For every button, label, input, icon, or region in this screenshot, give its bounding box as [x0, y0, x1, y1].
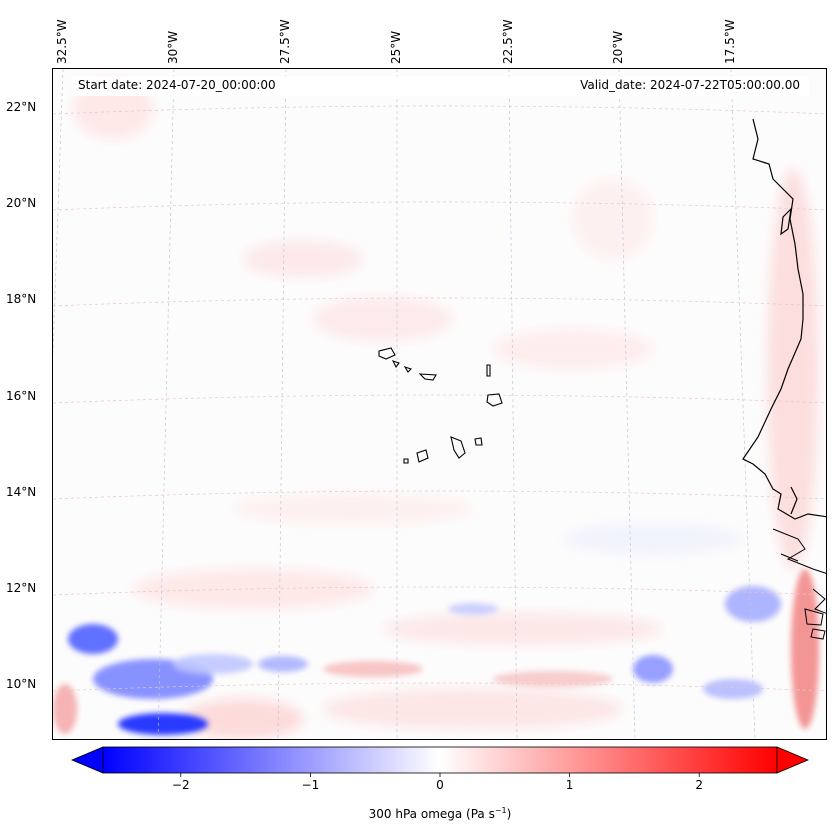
valid-date-label: Valid_date: 2024-07-22T05:00:00.00 — [580, 78, 800, 92]
map-panel — [52, 68, 827, 740]
colorbar-ticks — [180, 773, 700, 777]
info-banner — [72, 76, 809, 96]
omega-anomalies — [53, 569, 819, 735]
lon-gridline — [277, 69, 287, 739]
colorbar-tick-label: −1 — [301, 778, 320, 792]
lat-label-20n: 20°N — [6, 196, 37, 210]
lat-gridline — [53, 682, 826, 692]
lon-label-30w: 30°W — [166, 30, 180, 64]
lat-gridline — [53, 586, 826, 596]
lat-label-16n: 16°N — [6, 389, 37, 403]
colorbar-label-main: 300 hPa omega (Pa s — [368, 807, 495, 821]
lat-gridline — [53, 201, 826, 211]
lon-label-22-5w: 22.5°W — [501, 19, 515, 64]
colorbar-label-exponent: −1 — [494, 806, 507, 815]
lon-label-20w: 20°W — [611, 30, 625, 64]
lon-gridline — [157, 69, 175, 739]
omega-field-map — [53, 69, 826, 739]
colorbar — [70, 746, 810, 777]
field-shading — [73, 79, 818, 739]
lat-gridline — [53, 105, 826, 115]
lon-label-17-5w: 17.5°W — [723, 19, 737, 64]
lat-gridline — [53, 490, 826, 500]
lon-label-25w: 25°W — [389, 30, 403, 64]
colorbar-tick-label: 0 — [436, 778, 444, 792]
colorbar-upper-extension — [776, 746, 810, 774]
lon-gridline — [618, 69, 636, 739]
lat-gridline — [53, 394, 826, 404]
coastline-africa — [742, 118, 826, 520]
colorbar-tick-label: 1 — [565, 778, 574, 792]
lon-label-27-5w: 27.5°W — [278, 19, 292, 64]
lat-label-22n: 22°N — [6, 100, 37, 114]
longitude-gridlines — [53, 69, 756, 739]
lon-gridline — [53, 69, 64, 359]
lat-gridline — [53, 297, 826, 307]
coastline-west-africa-inlets — [772, 528, 826, 640]
colorbar-label: 300 hPa omega (Pa s−1) — [369, 806, 512, 821]
lat-label-14n: 14°N — [6, 485, 37, 499]
colorbar-lower-extension — [70, 746, 104, 774]
colorbar-label-close: ) — [506, 807, 512, 821]
latitude-gridlines — [53, 105, 826, 692]
start-date-label: Start date: 2024-07-20_00:00:00 — [78, 78, 276, 92]
lat-label-12n: 12°N — [6, 581, 37, 595]
lon-label-32-5w: 32.5°W — [55, 19, 69, 64]
lat-label-18n: 18°N — [6, 292, 37, 306]
colorbar-body — [102, 746, 778, 774]
lat-label-10n: 10°N — [6, 677, 37, 691]
colorbar-tick-label: −2 — [171, 778, 190, 792]
lon-gridline — [508, 69, 518, 739]
colorbar-tick-label: 2 — [695, 778, 704, 792]
cape-verde-islands — [378, 347, 503, 464]
lon-gridline — [730, 69, 756, 739]
